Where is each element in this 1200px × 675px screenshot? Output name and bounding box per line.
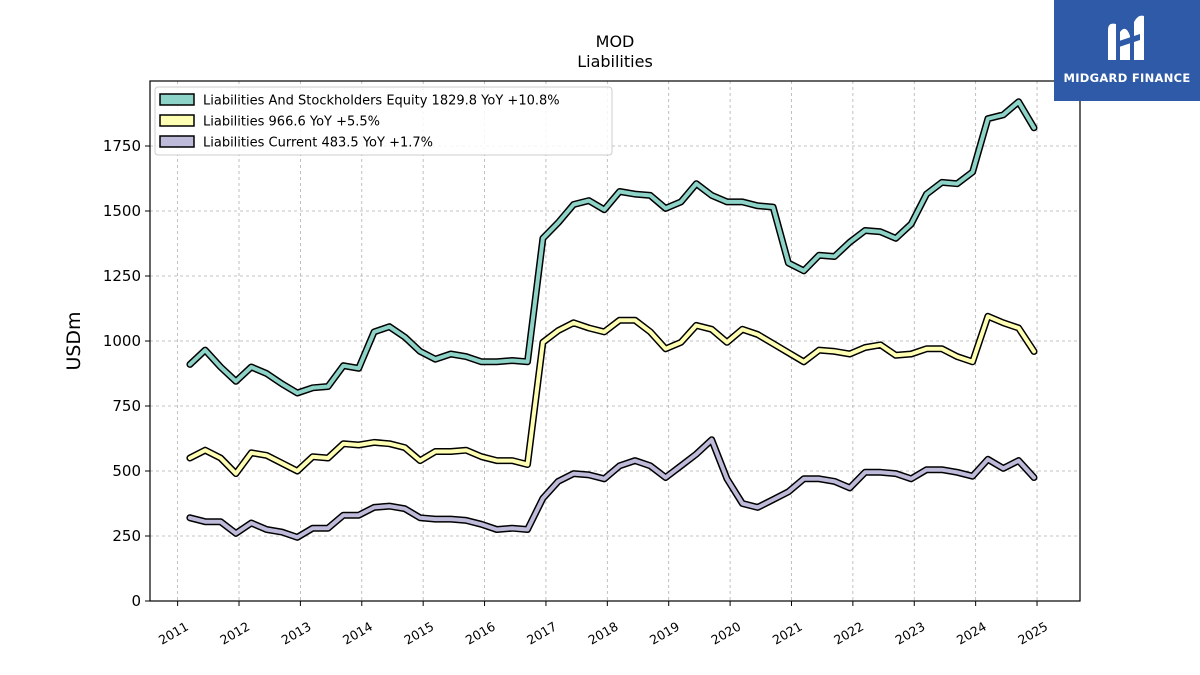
x-tick-label: 2012 [217, 619, 252, 648]
y-axis: 0 250 500 750 1000 1250 1500 1750 [103, 137, 150, 610]
legend-label: Liabilities 966.6 YoY +5.5% [203, 115, 380, 130]
x-tick-label: 2025 [1015, 619, 1050, 648]
y-tick-label: 1000 [103, 332, 141, 350]
x-axis: 2011 2012 2013 2014 2015 2016 2017 2018 2019 2020… [156, 601, 1050, 648]
x-tick-label: 2019 [647, 619, 682, 648]
x-tick-label: 2021 [770, 619, 805, 648]
x-tick-label: 2022 [831, 619, 866, 648]
chart-title: MOD [596, 32, 635, 51]
y-tick-label: 750 [112, 397, 141, 415]
series-lines [186, 98, 1038, 541]
series-line-liabilities [187, 314, 1036, 476]
chart-subtitle: Liabilities [577, 52, 653, 71]
y-tick-label: 1250 [103, 267, 141, 285]
x-tick-label: 2023 [892, 619, 927, 648]
y-tick-label: 500 [112, 462, 141, 480]
x-tick-label: 2017 [524, 619, 559, 648]
legend-swatch [159, 114, 195, 127]
x-tick-label: 2018 [586, 619, 621, 648]
legend: Liabilities And Stockholders Equity 1829… [154, 86, 613, 156]
x-tick-label: 2013 [279, 619, 314, 648]
y-tick-label: 1500 [103, 202, 141, 220]
legend-swatch [159, 135, 195, 148]
brand-logo: MIDGARD FINANCE [1054, 0, 1200, 101]
series-line-liabilities-and-stockholders-equity [187, 99, 1036, 395]
x-tick-label: 2016 [463, 619, 498, 648]
legend-box [154, 86, 613, 156]
series-line-liabilities-current [187, 437, 1036, 540]
series-outline-liabilities [186, 312, 1038, 478]
y-tick-label: 1750 [103, 137, 141, 155]
y-tick-label: 0 [131, 592, 141, 610]
legend-label: Liabilities Current 483.5 YoY +1.7% [203, 136, 433, 151]
x-tick-label: 2020 [708, 619, 743, 648]
brand-name: MIDGARD FINANCE [1063, 71, 1191, 85]
brand-mark-icon [1108, 15, 1144, 61]
legend-swatch [159, 93, 195, 106]
grid [150, 81, 1080, 602]
x-tick-label: 2024 [954, 619, 989, 648]
legend-label: Liabilities And Stockholders Equity 1829… [203, 94, 560, 109]
x-tick-label: 2011 [156, 619, 191, 648]
x-tick-label: 2014 [340, 619, 375, 648]
y-axis-label: USDm [63, 311, 85, 370]
y-tick-label: 250 [112, 527, 141, 545]
x-tick-label: 2015 [401, 619, 436, 648]
